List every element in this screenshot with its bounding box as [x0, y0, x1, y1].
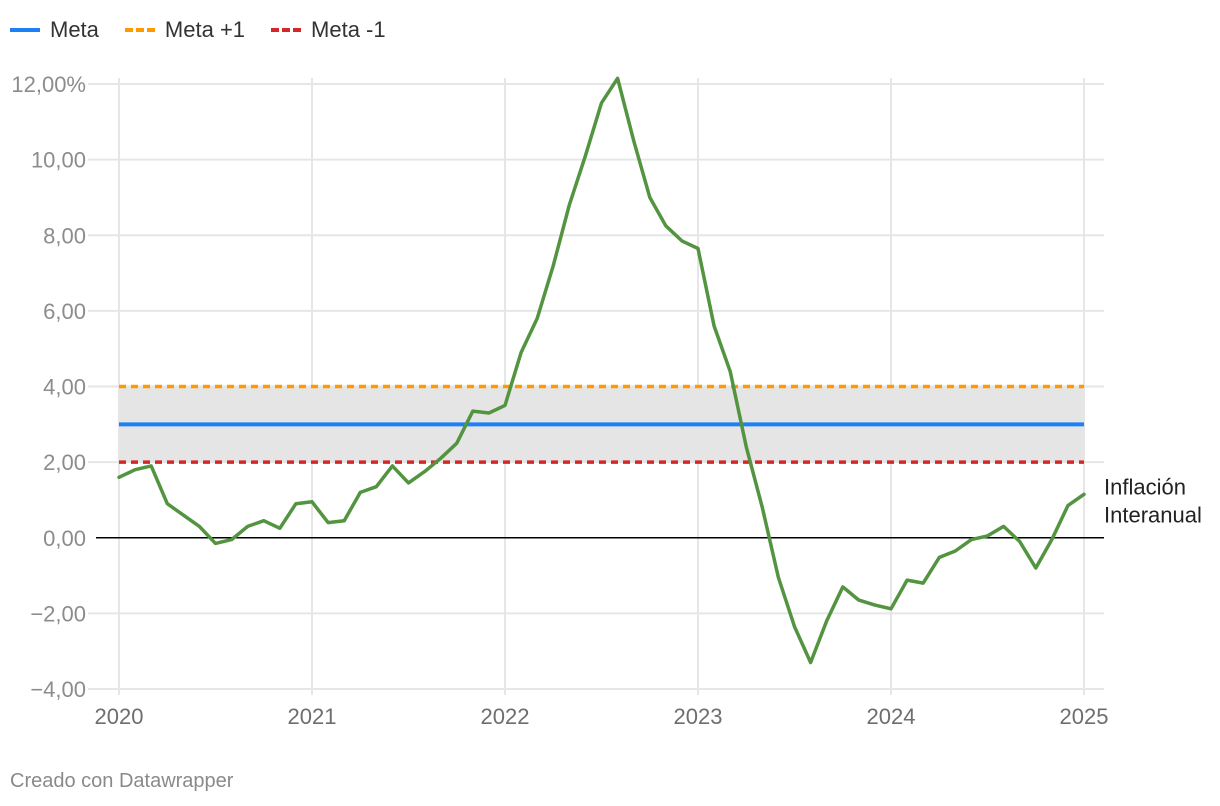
y-tick-label: 4,00	[43, 375, 86, 400]
grid	[88, 78, 1104, 695]
legend-item-meta-minus: Meta -1	[271, 17, 386, 43]
x-tick-label: 2025	[1060, 704, 1109, 729]
y-tick-label: 6,00	[43, 299, 86, 324]
y-tick-label: 2,00	[43, 450, 86, 475]
y-tick-label: −2,00	[30, 601, 86, 626]
legend-swatch-meta-minus	[271, 28, 302, 32]
x-tick-label: 2020	[95, 704, 144, 729]
y-tick-label: 8,00	[43, 223, 86, 248]
legend-swatch-meta-plus	[124, 28, 155, 32]
legend-label-meta: Meta	[50, 17, 99, 42]
y-tick-label: 10,00	[31, 148, 86, 173]
footer-credit: Creado con Datawrapper	[10, 770, 234, 792]
legend-item-meta: Meta	[10, 17, 99, 43]
y-tick-label: −4,00	[30, 677, 86, 702]
chart-legend: Meta Meta +1 Meta -1	[10, 14, 386, 46]
y-tick-label: 12,00%	[11, 72, 86, 97]
annotations: Inflación Interanual	[1104, 474, 1202, 527]
reference-lines	[96, 384, 1104, 539]
y-tick-label: 0,00	[43, 526, 86, 551]
series-annotation: Interanual	[1104, 502, 1202, 527]
series-annotation: Inflación	[1104, 474, 1186, 499]
x-tick-label: 2023	[674, 704, 723, 729]
series-layer	[117, 76, 1086, 665]
legend-swatch-meta	[10, 28, 40, 32]
legend-label-meta-minus: Meta -1	[311, 17, 386, 42]
x-tick-label: 2021	[288, 704, 337, 729]
x-tick-label: 2022	[481, 704, 530, 729]
axis-labels: 12,00% 10,00 8,00 6,00 4,00 2,00 0,00 −2,00 −4,0…	[11, 72, 1108, 729]
x-tick-label: 2024	[867, 704, 916, 729]
inflation-line	[117, 76, 1086, 665]
legend-label-meta-plus: Meta +1	[164, 17, 246, 42]
legend-item-meta-plus: Meta +1	[124, 17, 246, 43]
